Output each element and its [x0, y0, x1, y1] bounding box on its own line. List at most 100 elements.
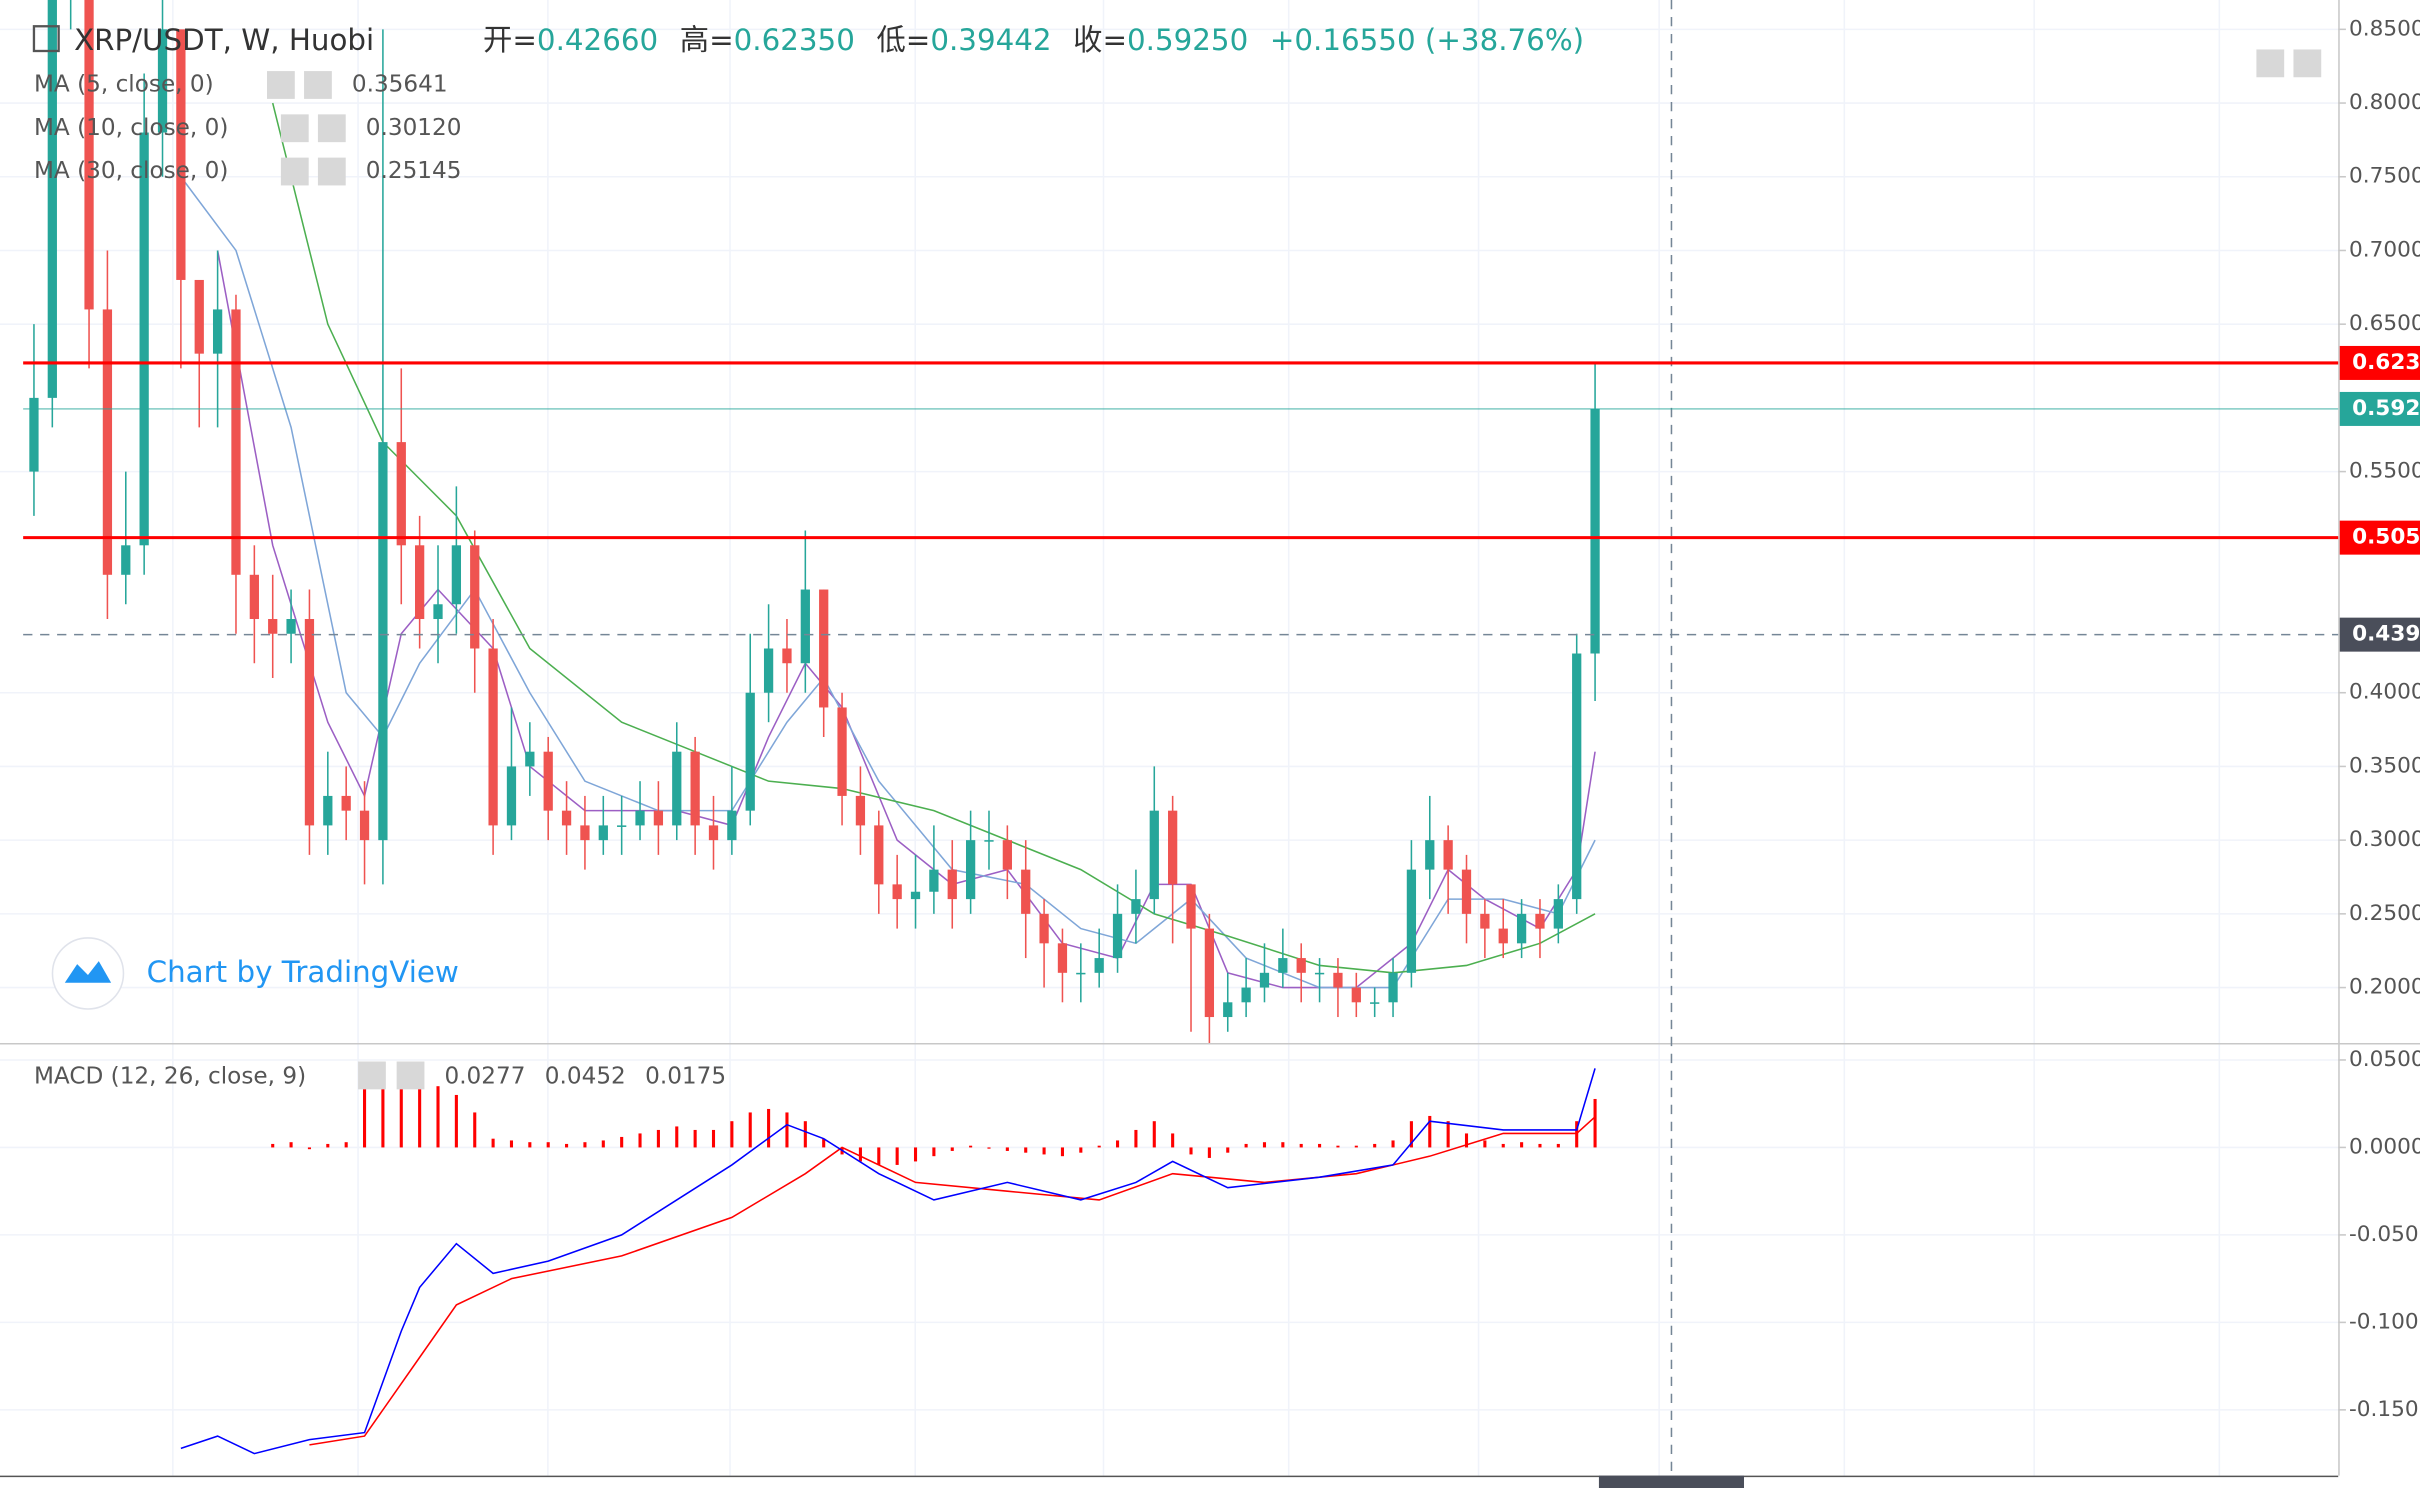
candle-body — [819, 589, 829, 708]
remove-icon[interactable] — [317, 157, 346, 186]
candle-body — [1535, 913, 1545, 929]
candle-body — [433, 604, 443, 620]
histogram-bar — [913, 1147, 918, 1162]
candle-body — [874, 825, 884, 885]
histogram-bar — [932, 1147, 936, 1157]
horizontal-grid — [0, 28, 2339, 1411]
candle-body — [617, 825, 627, 827]
ohlc-label: 高= — [680, 23, 734, 57]
price-tag — [2339, 345, 2420, 380]
candle-body — [1259, 972, 1270, 988]
y-tick-label: 0.3500 — [2349, 753, 2420, 778]
vertical-grid — [172, 0, 2221, 1476]
candle-body — [598, 825, 608, 841]
candle-body — [947, 869, 957, 900]
candle-body — [249, 574, 259, 620]
histogram-bar — [436, 1086, 440, 1148]
y-tick-label: 0.2500 — [2349, 901, 2420, 926]
collapse-icon[interactable] — [32, 25, 60, 53]
candle-body — [1131, 899, 1141, 914]
histogram-bar — [1097, 1145, 1101, 1148]
settings-icon[interactable] — [358, 1061, 386, 1090]
y-tick-label: -0.0500 — [2349, 1222, 2420, 1247]
y-tick-label: 0.0000 — [2349, 1134, 2420, 1159]
candle-body — [212, 309, 223, 354]
candle-body — [1112, 913, 1123, 959]
histogram-bar — [1299, 1143, 1303, 1148]
scroll-down-icon[interactable] — [2256, 49, 2285, 78]
histogram-bar — [767, 1108, 771, 1148]
candle-body — [892, 884, 902, 900]
histogram-bar — [858, 1147, 862, 1162]
histogram-bar — [950, 1147, 954, 1151]
overlay: 0.8500 0.8000 0.7500 0.7000 0.6500 0.5500 0.40… — [23, 16, 2420, 1422]
candle-body — [396, 442, 406, 546]
remove-icon[interactable] — [396, 1061, 425, 1090]
legend-value: 0.35641 — [352, 71, 448, 97]
candle-body — [1388, 972, 1398, 1003]
histogram-bar — [803, 1121, 807, 1148]
moving-average-line — [180, 176, 1596, 989]
price-tag-label: 0.6237 — [2352, 350, 2420, 375]
histogram-bar — [656, 1129, 660, 1148]
scroll-up-icon[interactable] — [2293, 49, 2322, 78]
histogram-bar — [1575, 1121, 1579, 1148]
candle-body — [782, 648, 792, 664]
histogram-bar — [1428, 1115, 1432, 1148]
histogram-bar — [969, 1145, 973, 1148]
histogram-bar — [363, 1086, 367, 1148]
histogram-bar — [1189, 1147, 1193, 1155]
histogram-bar — [1464, 1133, 1469, 1148]
watermark: Chart by TradingView — [147, 955, 459, 989]
candle-body — [286, 619, 296, 634]
legend-icons — [32, 25, 2322, 1090]
histogram-bar — [1079, 1147, 1083, 1153]
candle-body — [451, 545, 462, 605]
candle-body — [1223, 1002, 1233, 1018]
watermark-logo — [51, 937, 125, 1010]
ohlc-label: 开= — [483, 23, 537, 57]
histogram-bar — [1446, 1121, 1450, 1148]
candle-body — [157, 29, 168, 133]
histogram-bar — [528, 1142, 532, 1148]
candle-body — [102, 309, 113, 575]
candle-body — [415, 545, 425, 620]
candle-body — [488, 648, 498, 826]
histogram-bar — [1060, 1147, 1064, 1157]
settings-icon[interactable] — [280, 157, 309, 186]
histogram-bar — [1391, 1140, 1395, 1148]
remove-icon[interactable] — [304, 71, 332, 99]
moving-average-line — [216, 250, 1596, 989]
candle-body — [635, 810, 645, 826]
ohlc-label: 低= — [876, 23, 930, 57]
y-tick-label: 0.4000 — [2349, 680, 2420, 705]
ohlc-value: 0.39442 — [930, 23, 1051, 57]
candle-body — [470, 545, 480, 649]
ohlc-value: 0.62350 — [734, 23, 855, 57]
price-change: +0.16550 (+38.76%) — [1270, 23, 1584, 57]
candle-body — [855, 795, 866, 826]
histogram-bar — [822, 1138, 826, 1148]
settings-icon[interactable] — [267, 71, 295, 99]
settings-icon[interactable] — [280, 114, 309, 143]
ohlc-label: 收= — [1073, 23, 1127, 57]
candle-body — [1094, 958, 1104, 973]
watermark-logo-mark — [64, 961, 112, 983]
y-tick-label: 0.7000 — [2349, 237, 2420, 262]
candle-body — [1314, 972, 1325, 975]
candle-body — [929, 869, 939, 892]
histogram-bar — [1042, 1147, 1046, 1155]
candle-body — [800, 589, 810, 664]
histogram-bar — [1501, 1143, 1505, 1148]
candle-body — [984, 840, 994, 842]
remove-icon[interactable] — [317, 114, 346, 143]
candle-body — [84, 0, 94, 310]
histogram-bar — [675, 1126, 679, 1148]
histogram-bar — [491, 1138, 495, 1148]
histogram-bar — [473, 1112, 477, 1148]
candle-body — [378, 442, 388, 841]
